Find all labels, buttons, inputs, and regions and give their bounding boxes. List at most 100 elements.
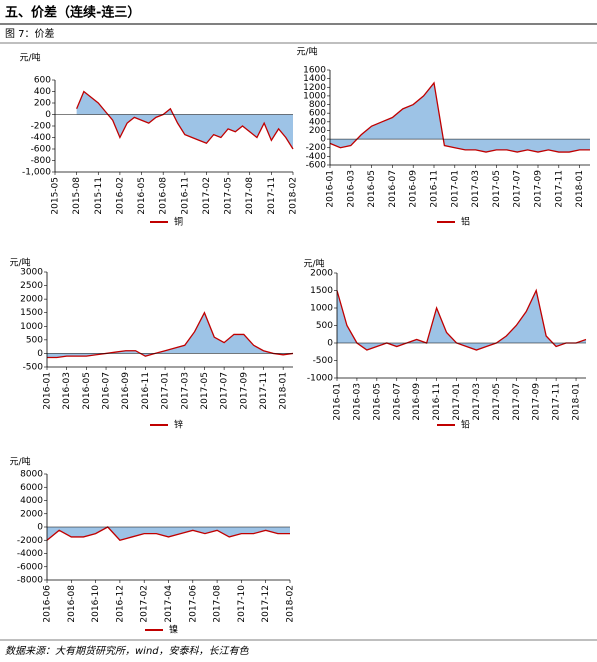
x-tick-label: 2018-01 bbox=[279, 372, 289, 410]
y-tick-label: 1000 bbox=[310, 304, 333, 314]
x-tick-label: 2016-09 bbox=[412, 383, 422, 421]
y-tick-label: 0 bbox=[37, 523, 43, 533]
y-axis-label: 元/吨 bbox=[9, 257, 30, 269]
y-tick-label: 200 bbox=[34, 99, 51, 109]
x-tick-label: 2017-11 bbox=[267, 177, 277, 215]
y-tick-label: -400 bbox=[31, 133, 52, 143]
y-tick-label: 600 bbox=[309, 109, 326, 119]
x-tick-label: 2017-07 bbox=[512, 383, 522, 421]
x-tick-label: 2017-03 bbox=[180, 372, 190, 410]
y-tick-label: 3000 bbox=[20, 268, 43, 278]
area bbox=[76, 91, 294, 149]
y-axis-label: 元/吨 bbox=[9, 456, 30, 468]
x-tick-label: 2017-08 bbox=[245, 177, 255, 215]
x-tick-label: 2016-07 bbox=[388, 170, 398, 208]
x-tick-label: 2016-01 bbox=[43, 372, 53, 410]
figure-caption: 图 7：价差 bbox=[5, 27, 55, 40]
y-tick-label: 400 bbox=[34, 87, 51, 97]
y-tick-label: 1000 bbox=[303, 91, 326, 101]
x-tick-label: 2017-01 bbox=[452, 383, 462, 421]
x-tick-label: 2018-02 bbox=[286, 585, 296, 623]
y-tick-label: 1500 bbox=[310, 286, 333, 296]
x-tick-label: 2017-05 bbox=[224, 177, 234, 215]
section-title: 五、价差（连续-连三） bbox=[5, 5, 140, 21]
x-tick-label: 2016-06 bbox=[43, 585, 53, 623]
x-tick-label: 2016-11 bbox=[430, 170, 440, 208]
x-tick-label: 2017-05 bbox=[492, 383, 502, 421]
x-tick-label: 2016-10 bbox=[91, 585, 101, 623]
x-tick-label: 2015-05 bbox=[51, 177, 61, 215]
y-axis-label: 元/吨 bbox=[19, 52, 40, 64]
x-tick-label: 2018-01 bbox=[575, 170, 585, 208]
x-tick-label: 2017-11 bbox=[552, 383, 562, 421]
line bbox=[76, 90, 294, 150]
y-tick-label: 1500 bbox=[20, 308, 43, 318]
x-tick-label: 2016-07 bbox=[102, 372, 112, 410]
x-tick-label: 2017-12 bbox=[261, 585, 271, 623]
y-tick-label: 8000 bbox=[20, 470, 43, 480]
x-tick-label: 2016-05 bbox=[137, 177, 147, 215]
x-tick-label: 2016-11 bbox=[432, 383, 442, 421]
legend-label: 铜 bbox=[174, 216, 183, 228]
y-tick-label: -800 bbox=[31, 156, 52, 166]
y-axis-label: 元/吨 bbox=[303, 258, 324, 270]
x-tick-label: 2017-03 bbox=[471, 170, 481, 208]
line bbox=[336, 288, 587, 351]
legend-label: 铅 bbox=[461, 419, 470, 431]
x-tick-label: 2017-09 bbox=[534, 170, 544, 208]
area bbox=[47, 312, 293, 358]
x-tick-label: 2017-04 bbox=[164, 585, 174, 623]
line bbox=[46, 526, 290, 541]
x-tick-label: 2017-10 bbox=[237, 585, 247, 623]
x-tick-label: 2016-05 bbox=[367, 170, 377, 208]
x-tick-label: 2016-11 bbox=[141, 372, 151, 410]
y-tick-label: 0 bbox=[327, 339, 333, 349]
x-tick-label: 2017-02 bbox=[140, 585, 150, 623]
x-tick-label: 2017-07 bbox=[220, 372, 230, 410]
x-tick-label: 2016-08 bbox=[159, 177, 169, 215]
y-tick-label: 2000 bbox=[20, 295, 43, 305]
y-tick-label: 400 bbox=[309, 117, 326, 127]
x-tick-label: 2016-05 bbox=[82, 372, 92, 410]
x-tick-label: 2016-05 bbox=[372, 383, 382, 421]
y-tick-label: 4000 bbox=[20, 496, 43, 506]
y-tick-label: -1000 bbox=[307, 374, 333, 384]
x-tick-label: 2016-02 bbox=[115, 177, 125, 215]
y-tick-label: -600 bbox=[306, 161, 327, 171]
y-tick-label: 800 bbox=[309, 100, 326, 110]
x-tick-label: 2016-03 bbox=[352, 383, 362, 421]
area bbox=[330, 82, 590, 153]
legend-label: 铝 bbox=[461, 216, 470, 228]
x-tick-label: 2016-07 bbox=[392, 383, 402, 421]
x-tick-label: 2017-05 bbox=[492, 170, 502, 208]
line bbox=[329, 81, 590, 153]
x-tick-label: 2016-12 bbox=[115, 585, 125, 623]
x-tick-label: 2016-09 bbox=[409, 170, 419, 208]
x-tick-label: 2017-05 bbox=[200, 372, 210, 410]
y-tick-label: 0 bbox=[320, 135, 326, 145]
y-tick-label: 2500 bbox=[20, 281, 43, 291]
y-tick-label: -4000 bbox=[17, 549, 43, 559]
x-tick-label: 2017-08 bbox=[213, 585, 223, 623]
y-tick-label: 6000 bbox=[20, 483, 43, 493]
y-tick-label: 2000 bbox=[20, 509, 43, 519]
y-tick-label: 500 bbox=[26, 335, 43, 345]
y-tick-label: -400 bbox=[306, 152, 327, 162]
line bbox=[47, 311, 294, 359]
y-tick-label: -500 bbox=[23, 363, 44, 373]
area bbox=[337, 290, 586, 350]
y-tick-label: -200 bbox=[31, 122, 52, 132]
y-tick-label: -8000 bbox=[17, 576, 43, 586]
x-tick-label: 2017-02 bbox=[202, 177, 212, 215]
x-tick-label: 2018-02 bbox=[289, 177, 299, 215]
x-tick-label: 2017-11 bbox=[554, 170, 564, 208]
y-tick-label: 1600 bbox=[303, 66, 326, 76]
y-tick-label: 1000 bbox=[20, 322, 43, 332]
y-tick-label: 0 bbox=[45, 110, 51, 120]
y-tick-label: 500 bbox=[316, 321, 333, 331]
x-tick-label: 2017-11 bbox=[259, 372, 269, 410]
y-tick-label: 2000 bbox=[310, 269, 333, 279]
x-tick-label: 2016-01 bbox=[333, 383, 343, 421]
x-tick-label: 2017-07 bbox=[513, 170, 523, 208]
x-tick-label: 2017-01 bbox=[450, 170, 460, 208]
